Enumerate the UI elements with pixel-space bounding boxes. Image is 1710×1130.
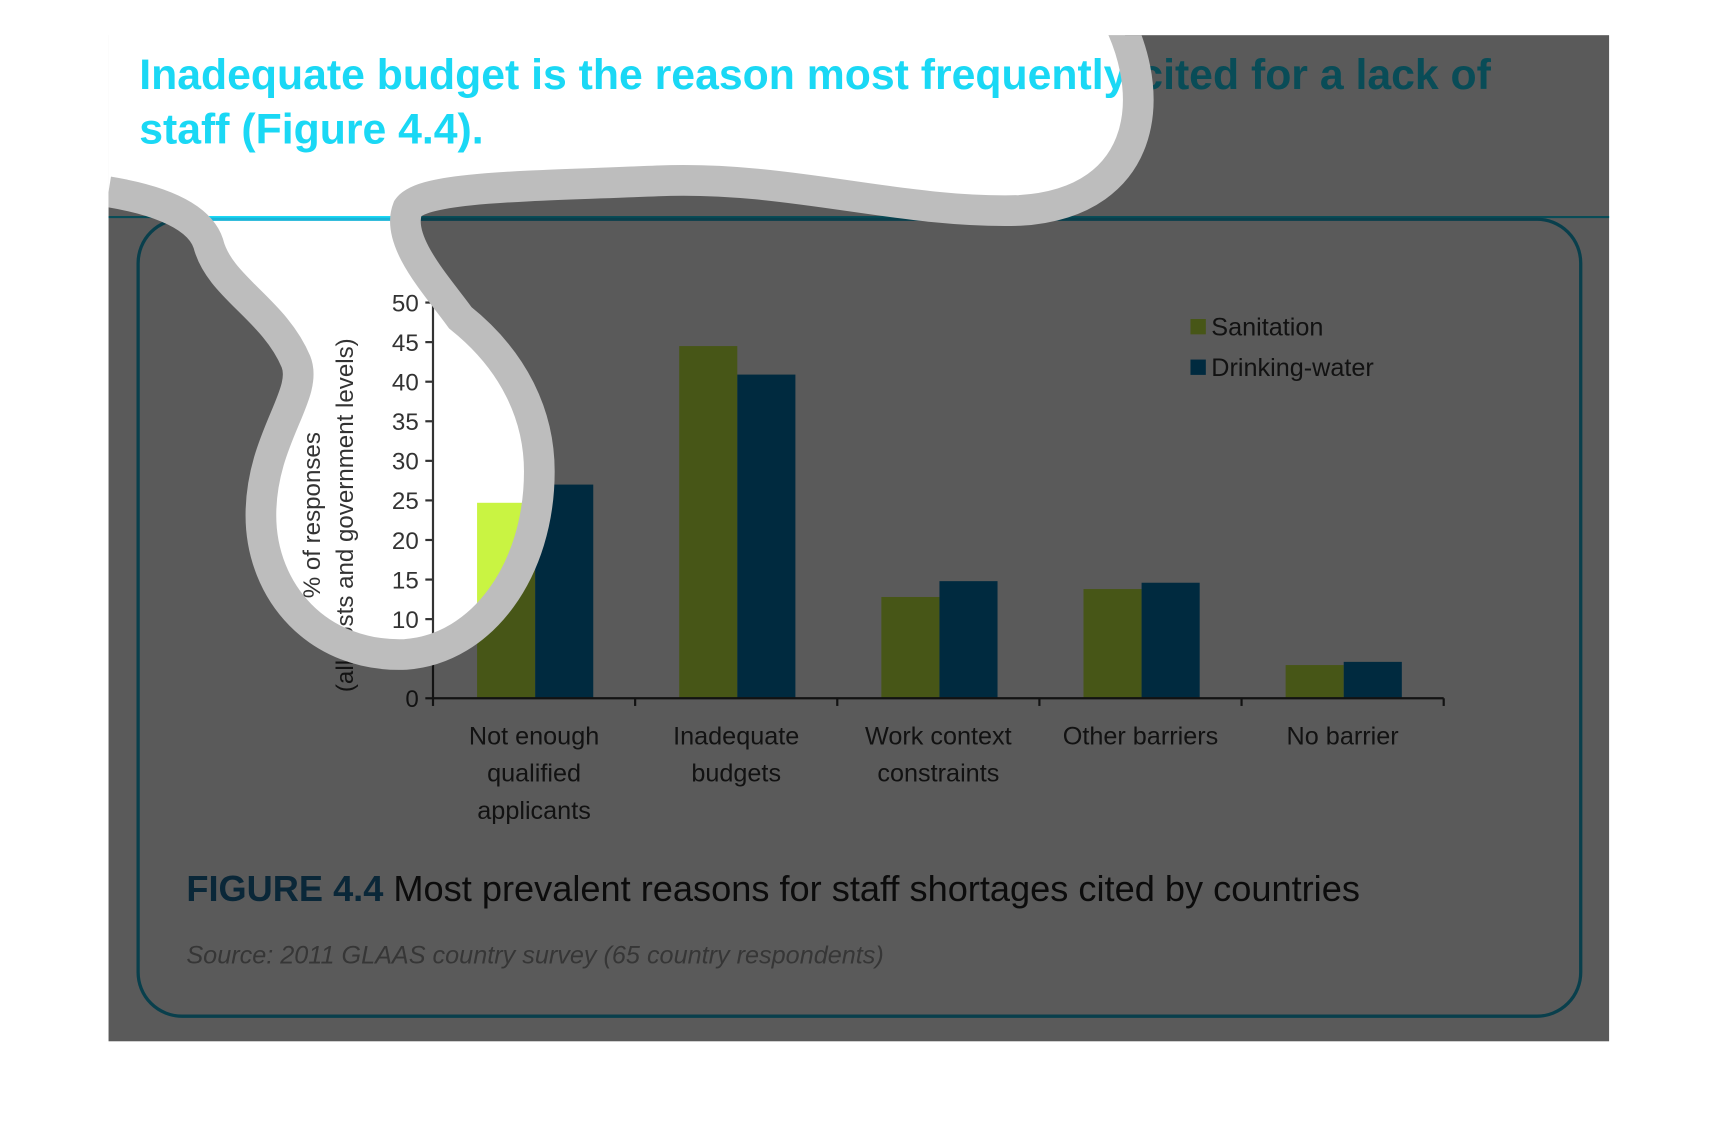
bar bbox=[1343, 661, 1402, 699]
legend-swatch bbox=[1190, 318, 1206, 335]
y-tick-label: 5 bbox=[405, 646, 418, 673]
y-tick-label: 35 bbox=[392, 409, 419, 436]
legend-label: Drinking-water bbox=[1211, 354, 1373, 382]
y-axis-label: % of responses (all posts and government … bbox=[299, 338, 359, 692]
x-tick-label: Inadequate budgets bbox=[673, 721, 800, 788]
caption-text: Most prevalent reasons for staff shortag… bbox=[393, 868, 1360, 909]
y-tick-label: 20 bbox=[392, 528, 419, 555]
bar bbox=[679, 346, 738, 699]
x-tick-label: Not enough qualified applicants bbox=[468, 721, 600, 825]
y-tick-label: 15 bbox=[392, 567, 419, 594]
bar bbox=[881, 596, 940, 699]
y-tick-label: 45 bbox=[392, 330, 419, 357]
bar bbox=[1285, 665, 1344, 699]
y-axis-label-line: (all posts and government levels) bbox=[332, 338, 359, 692]
x-tick-label: Work context constraints bbox=[865, 721, 1012, 788]
source: Source: 2011 GLAAS country survey (65 co… bbox=[186, 940, 884, 970]
y-tick-label: 50 bbox=[392, 290, 419, 317]
caption-label: FIGURE 4.4 bbox=[186, 868, 384, 909]
y-tick-label: 0 bbox=[405, 686, 418, 713]
y-tick-label: 30 bbox=[392, 449, 419, 476]
y-tick-label: 10 bbox=[392, 607, 419, 634]
x-tick-label: Other barriers bbox=[1062, 721, 1219, 750]
y-tick-label: 40 bbox=[392, 369, 419, 396]
bar bbox=[1083, 589, 1142, 699]
bar bbox=[535, 484, 594, 699]
bar bbox=[737, 374, 796, 699]
bar bbox=[1141, 582, 1200, 699]
y-axis-label-line: % of responses bbox=[299, 432, 326, 598]
y-tick-label: 25 bbox=[392, 488, 419, 515]
caption: FIGURE 4.4 Most prevalent reasons for st… bbox=[186, 868, 1360, 910]
bar bbox=[939, 581, 998, 699]
legend-label: Sanitation bbox=[1211, 313, 1323, 341]
legend-swatch bbox=[1190, 359, 1206, 375]
x-tick-label: No barrier bbox=[1286, 721, 1399, 750]
bar bbox=[477, 502, 536, 699]
